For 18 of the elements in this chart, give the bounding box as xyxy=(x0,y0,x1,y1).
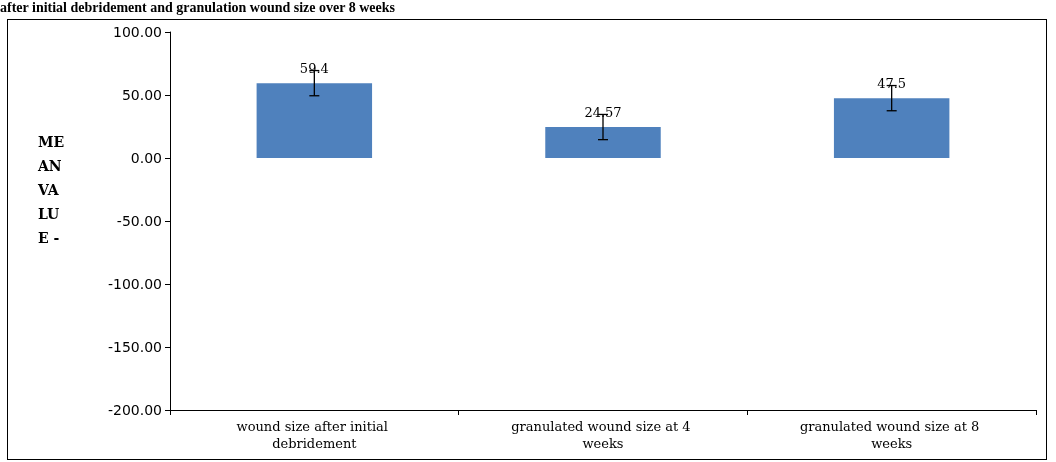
y-tick-label: 50.00 xyxy=(121,87,162,103)
data-label: 59.4 xyxy=(299,61,329,77)
y-tick-label: 100.00 xyxy=(113,24,162,40)
y-tick-label: 0.00 xyxy=(130,150,162,166)
y-tick-label: -100.00 xyxy=(107,276,162,292)
chart-title: after initial debridement and granulation wound size over 8 weeks xyxy=(0,0,395,16)
x-tick-label: granulated wound size at 8 weeks xyxy=(799,419,984,451)
bar xyxy=(545,127,661,158)
y-axis-title: MEAN VALUE - xyxy=(38,133,66,248)
bar xyxy=(833,98,950,158)
y-tick-label: -150.00 xyxy=(107,339,162,355)
x-tick-label: granulated wound size at 4 weeks xyxy=(511,419,695,451)
y-tick-label: -200.00 xyxy=(107,402,162,418)
bar xyxy=(256,83,373,158)
y-tick-label: -50.00 xyxy=(116,213,162,229)
x-tick-label: wound size after initial debridement xyxy=(236,419,393,451)
data-label: 24.57 xyxy=(584,105,622,121)
data-label: 47.5 xyxy=(877,76,907,92)
